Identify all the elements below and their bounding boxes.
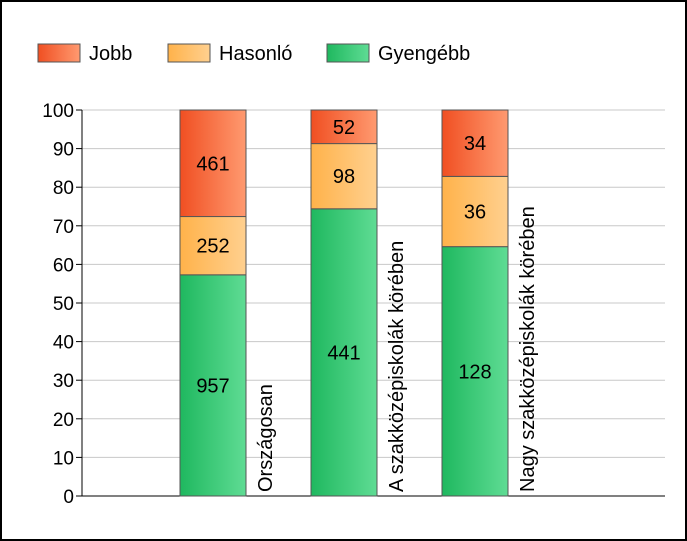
y-tick-label-60: 60 xyxy=(53,255,74,276)
data-label-jobb-2: 52 xyxy=(333,117,355,139)
legend-label-hasonlo: Hasonló xyxy=(219,43,292,65)
y-tick-label-0: 0 xyxy=(63,487,74,508)
bar-gyengebb-1 xyxy=(179,274,247,497)
data-label-gyengebb-1: 957 xyxy=(196,375,229,397)
y-tick-label-40: 40 xyxy=(53,333,74,354)
axes: 0 10 20 30 40 50 60 70 80 90 100 xyxy=(42,101,665,508)
bar-hasonlo-1 xyxy=(179,216,247,276)
bars: 957 252 461 441 98 52 128 36 34 xyxy=(179,109,509,497)
bar-gyengebb-2 xyxy=(310,208,378,497)
legend-swatch-gyengebb xyxy=(326,43,370,63)
bar-gyengebb-3 xyxy=(441,246,509,497)
y-tick-label-90: 90 xyxy=(53,140,74,161)
data-label-gyengebb-3: 128 xyxy=(458,361,491,383)
legend: Jobb Hasonló Gyengébb xyxy=(37,43,470,65)
data-label-gyengebb-2: 441 xyxy=(327,342,360,364)
bar-jobb-2 xyxy=(310,109,378,145)
category-label-3: Nagy szakközépiskolák körében xyxy=(517,206,539,492)
bar-hasonlo-2 xyxy=(310,143,378,210)
y-tick-label-70: 70 xyxy=(53,217,74,238)
y-tick-label-30: 30 xyxy=(53,371,74,392)
y-tick-label-80: 80 xyxy=(53,178,74,199)
category-label-1: Országosan xyxy=(255,384,277,492)
legend-label-gyengebb: Gyengébb xyxy=(378,43,470,65)
legend-swatch-hasonlo xyxy=(167,43,211,63)
category-label-2: A szakközépiskolák körében xyxy=(386,241,408,492)
legend-label-jobb: Jobb xyxy=(89,43,132,65)
data-label-jobb-1: 461 xyxy=(196,153,229,175)
y-tick-label-50: 50 xyxy=(53,294,74,315)
data-label-hasonlo-2: 98 xyxy=(333,166,355,188)
y-tick-label-20: 20 xyxy=(53,410,74,431)
y-tick-label-100: 100 xyxy=(42,101,74,122)
legend-swatch-jobb xyxy=(37,43,81,63)
bar-jobb-3 xyxy=(441,109,509,177)
category-labels: Országosan A szakközépiskolák körében Nagy… xyxy=(255,206,539,492)
bar-hasonlo-3 xyxy=(441,175,509,248)
data-label-jobb-3: 34 xyxy=(464,133,486,155)
y-tick-label-10: 10 xyxy=(53,448,74,469)
data-label-hasonlo-1: 252 xyxy=(196,236,229,258)
data-label-hasonlo-3: 36 xyxy=(464,202,486,224)
bar-jobb-1 xyxy=(179,109,247,218)
